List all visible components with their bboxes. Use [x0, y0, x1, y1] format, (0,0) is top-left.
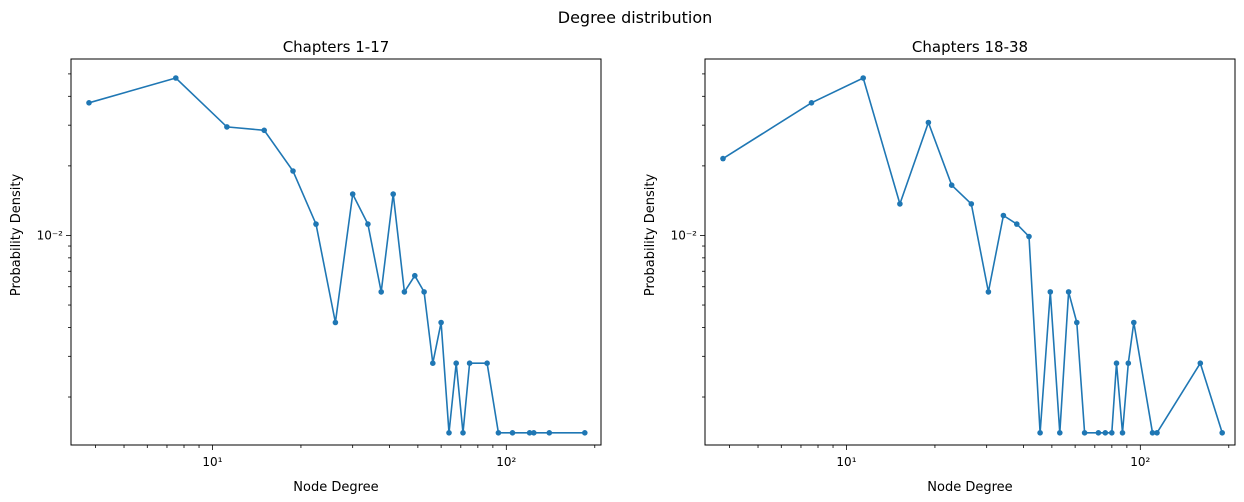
- data-point: [466, 360, 473, 367]
- data-point: [1037, 430, 1043, 436]
- data-point: [438, 319, 444, 326]
- data-point: [1131, 319, 1137, 326]
- plot-area: [720, 75, 1225, 436]
- x-axis-label: Node Degree: [927, 480, 1012, 495]
- data-point: [430, 360, 436, 367]
- data-point: [1149, 430, 1156, 436]
- figure-title: Degree distribution: [558, 8, 713, 27]
- x-axis-label: Node Degree: [293, 480, 378, 495]
- data-point: [1102, 430, 1109, 436]
- data-point: [1074, 319, 1080, 326]
- data-point: [897, 201, 903, 207]
- data-point: [313, 221, 319, 227]
- subplot-title: Chapters 18-38: [912, 38, 1028, 56]
- subplot-chapters-18-38: Chapters 18-38 Node Degree Probability D…: [643, 38, 1236, 495]
- axes-frame: [70, 58, 602, 446]
- x-tick-label: 10²: [496, 455, 516, 469]
- x-tick-label: 10¹: [836, 455, 856, 469]
- data-point: [808, 100, 815, 106]
- data-point: [526, 430, 533, 436]
- data-point: [1026, 233, 1032, 240]
- data-point: [1081, 430, 1088, 436]
- data-point: [224, 124, 230, 130]
- data-point: [401, 289, 408, 295]
- data-point: [460, 430, 466, 436]
- data-point: [1113, 360, 1120, 367]
- data-point: [1014, 221, 1020, 227]
- data-point: [948, 182, 955, 188]
- y-tick-label: 10⁻²: [671, 228, 698, 242]
- data-point: [453, 360, 460, 367]
- data-point: [1000, 212, 1007, 219]
- data-point: [1047, 289, 1054, 295]
- data-point: [390, 191, 397, 197]
- data-point: [509, 430, 516, 436]
- y-tick-label: 10⁻²: [37, 228, 64, 242]
- series-line: [722, 76, 1223, 434]
- x-tick-label: 10¹: [202, 455, 222, 469]
- data-point: [349, 191, 356, 197]
- axes-frame: [704, 58, 1236, 446]
- subplot-title: Chapters 1-17: [283, 38, 390, 56]
- data-point: [531, 430, 537, 436]
- axis-ticks: 10¹ 10² 10⁻²: [37, 73, 596, 469]
- data-point: [495, 430, 502, 436]
- data-point: [720, 155, 726, 162]
- data-point: [1219, 430, 1225, 436]
- axis-ticks: 10¹ 10² 10⁻²: [671, 73, 1230, 469]
- subplot-chapters-1-17: Chapters 1-17 Node Degree Probability De…: [9, 38, 602, 495]
- plot-area: [86, 75, 588, 436]
- data-point: [261, 127, 268, 134]
- data-point: [86, 100, 92, 106]
- data-point: [365, 221, 371, 227]
- data-point: [1119, 430, 1126, 436]
- data-point: [412, 272, 418, 279]
- data-point: [968, 201, 975, 207]
- data-point: [1057, 430, 1063, 436]
- data-point: [421, 289, 427, 295]
- data-point: [985, 289, 992, 295]
- data-point: [290, 168, 296, 174]
- data-point: [925, 119, 932, 126]
- data-point: [1154, 430, 1160, 436]
- data-point: [1065, 289, 1072, 295]
- data-point: [446, 430, 452, 436]
- y-axis-label: Probability Density: [643, 174, 658, 297]
- data-point: [1109, 430, 1115, 436]
- data-point: [1095, 430, 1102, 436]
- data-point: [860, 75, 866, 81]
- data-point: [378, 289, 385, 295]
- data-point: [173, 75, 179, 81]
- series-line: [88, 77, 585, 434]
- x-tick-label: 10²: [1130, 455, 1150, 469]
- data-point: [332, 319, 339, 326]
- y-axis-label: Probability Density: [9, 174, 24, 297]
- data-point: [484, 360, 490, 367]
- data-point: [1197, 360, 1204, 367]
- data-point: [546, 430, 553, 436]
- data-point: [1125, 360, 1132, 367]
- data-point: [582, 430, 588, 436]
